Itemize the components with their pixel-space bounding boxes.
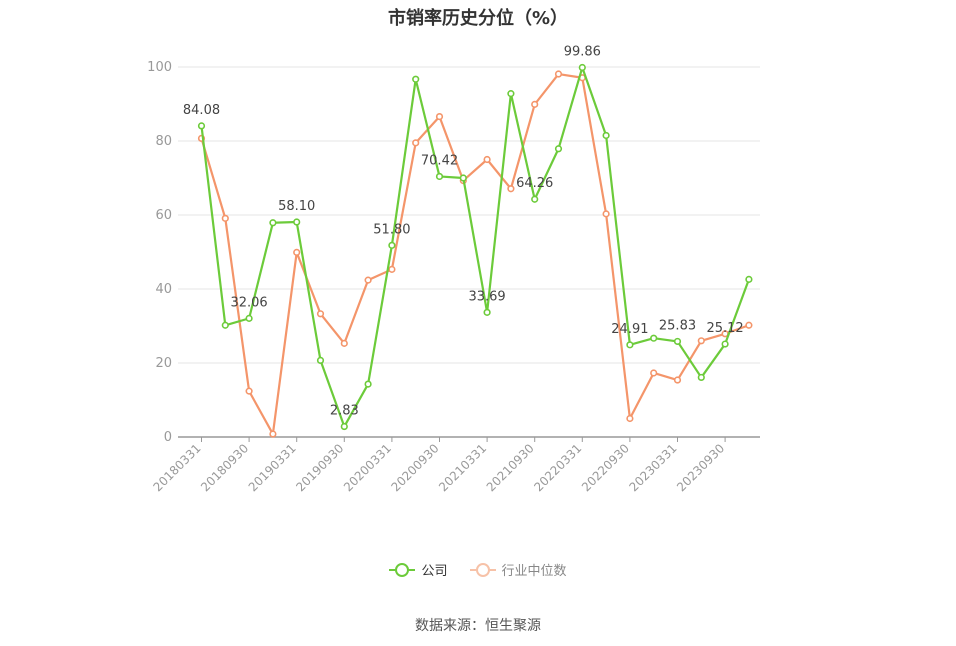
data-point-company [412, 75, 420, 83]
data-point-industry-median [554, 70, 563, 78]
data-point-industry-median [697, 337, 705, 345]
data-point-company [316, 356, 325, 365]
data-point-company [602, 131, 610, 140]
x-tick-label: 20230930 [674, 441, 727, 494]
data-point-company [578, 63, 586, 72]
data-point-industry-median [293, 248, 301, 256]
data-point-company [554, 145, 563, 153]
y-tick-label: 0 [164, 430, 172, 445]
data-point-company [269, 219, 277, 227]
data-point-industry-median [650, 369, 658, 377]
data-point-industry-median [412, 139, 420, 147]
data-point-industry-median [388, 265, 396, 273]
data-point-industry-median [245, 387, 253, 395]
data-label: 33.69 [468, 289, 505, 304]
data-label: 25.83 [659, 318, 696, 333]
data-label: 51.80 [373, 222, 410, 237]
x-tick-label: 20180930 [198, 441, 251, 494]
x-tick-label: 20190930 [293, 441, 346, 494]
legend-item-company[interactable]: 公司 [389, 560, 448, 579]
x-tick-label: 20190331 [246, 441, 299, 494]
legend-item-industry-median[interactable]: 行业中位数 [469, 560, 567, 579]
series-line-industry-median [200, 72, 750, 436]
x-tick-label: 20200930 [389, 441, 442, 494]
data-label: 99.86 [564, 45, 601, 60]
data-label: 25.12 [706, 321, 743, 336]
x-tick-label: 20210331 [436, 441, 489, 494]
data-point-industry-median [531, 100, 539, 108]
data-point-company [388, 241, 396, 249]
data-point-company [745, 275, 753, 283]
data-point-company [459, 174, 467, 182]
source-text: 数据来源：恒生聚源 [415, 618, 541, 634]
x-tick-label: 20210930 [484, 441, 537, 494]
series-line-company [200, 66, 750, 428]
legend-swatch-industry-median [469, 562, 496, 577]
data-point-company [483, 308, 491, 316]
data-point-company [340, 422, 348, 431]
y-tick-label: 100 [147, 60, 172, 75]
data-point-industry-median [483, 155, 491, 164]
data-point-company [531, 195, 539, 203]
data-label: 58.10 [278, 199, 315, 214]
data-point-company [364, 380, 372, 388]
data-point-company [245, 314, 253, 322]
x-tick-label: 20200331 [341, 441, 394, 494]
data-point-industry-median [435, 112, 444, 121]
data-label: 64.26 [516, 176, 553, 191]
data-point-company [507, 90, 515, 98]
data-point-company [197, 122, 206, 130]
data-label: 2.83 [330, 404, 359, 419]
data-point-company [435, 172, 444, 181]
data-point-company [221, 321, 229, 329]
legend-label-industry-median: 行业中位数 [501, 564, 567, 579]
data-label: 84.08 [183, 103, 220, 118]
data-point-company [650, 334, 658, 342]
data-point-industry-median [626, 414, 634, 423]
legend: 公司 行业中位数 [0, 560, 956, 579]
y-tick-label: 40 [155, 282, 172, 297]
data-point-industry-median [745, 321, 753, 329]
data-label: 70.42 [421, 153, 458, 168]
data-point-industry-median [673, 376, 682, 384]
data-point-company [697, 373, 705, 382]
y-tick-label: 20 [155, 356, 172, 371]
data-point-company [673, 337, 682, 346]
x-tick-label: 20230331 [627, 441, 680, 494]
axes: 0 20 40 60 80 100 2018033120180930201903312019… [147, 60, 760, 494]
legend-label-company: 公司 [421, 564, 448, 579]
data-point-industry-median [602, 210, 610, 218]
x-tick-label: 20220930 [579, 441, 632, 494]
data-label: 24.91 [611, 322, 648, 337]
data-point-industry-median [340, 339, 348, 347]
data-point-industry-median [316, 310, 325, 318]
x-tick-label: 20180331 [151, 441, 204, 494]
data-point-industry-median [507, 185, 515, 193]
data-point-industry-median [221, 214, 229, 222]
x-tick-label: 20220331 [531, 441, 584, 494]
y-tick-label: 80 [155, 134, 172, 149]
data-point-industry-median [364, 276, 372, 284]
legend-swatch-company [389, 562, 416, 577]
series-lines [197, 63, 753, 438]
data-point-company [293, 218, 301, 226]
data-point-company [721, 340, 729, 348]
data-label: 32.06 [230, 295, 267, 310]
data-point-industry-median [269, 430, 277, 438]
data-point-company [626, 341, 634, 349]
data-labels: 84.08 32.06 58.10 2.83 51.80 70.42 33.69 64.26 9… [183, 45, 744, 419]
chart-title: 市销率历史分位（%） [387, 8, 569, 29]
y-tick-label: 60 [155, 208, 172, 223]
